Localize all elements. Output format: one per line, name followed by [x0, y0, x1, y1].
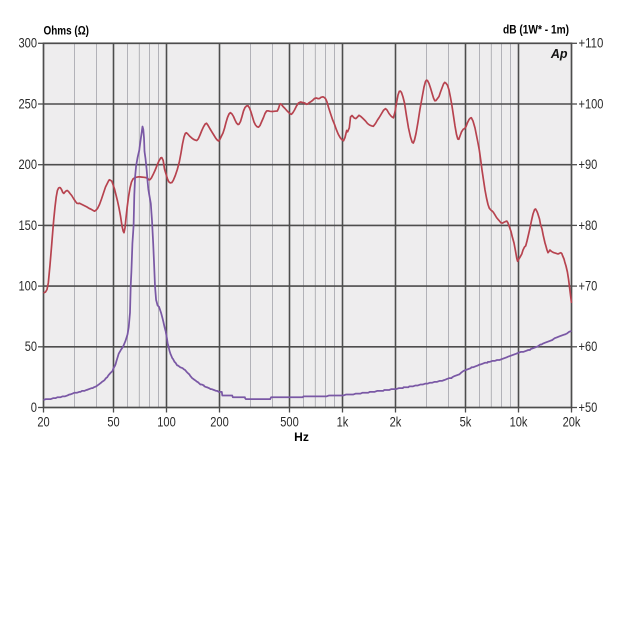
svg-text:100: 100 [19, 279, 38, 294]
svg-text:0: 0 [31, 400, 37, 415]
svg-text:Ap: Ap [550, 47, 568, 61]
svg-text:+50: +50 [579, 400, 598, 415]
svg-text:200: 200 [19, 157, 38, 172]
svg-text:+90: +90 [579, 157, 598, 172]
svg-text:+110: +110 [579, 36, 604, 51]
svg-text:200: 200 [210, 415, 229, 430]
svg-text:20k: 20k [563, 415, 581, 430]
svg-text:5k: 5k [460, 415, 472, 430]
svg-text:+80: +80 [579, 218, 598, 233]
svg-text:20: 20 [37, 415, 49, 430]
svg-text:Hz: Hz [294, 430, 309, 444]
svg-text:100: 100 [157, 415, 176, 430]
svg-text:2k: 2k [390, 415, 402, 430]
svg-text:500: 500 [280, 415, 299, 430]
svg-text:10k: 10k [510, 415, 528, 430]
svg-text:250: 250 [19, 96, 38, 111]
svg-text:+70: +70 [579, 279, 598, 294]
svg-text:1k: 1k [337, 415, 349, 430]
svg-text:300: 300 [19, 36, 38, 51]
svg-text:150: 150 [19, 218, 38, 233]
svg-text:+60: +60 [579, 339, 598, 354]
svg-text:+100: +100 [579, 96, 604, 111]
svg-text:dB (1W* - 1m): dB (1W* - 1m) [503, 23, 569, 37]
svg-text:50: 50 [25, 339, 37, 354]
svg-text:50: 50 [107, 415, 119, 430]
svg-text:Ohms (Ω): Ohms (Ω) [44, 24, 90, 38]
